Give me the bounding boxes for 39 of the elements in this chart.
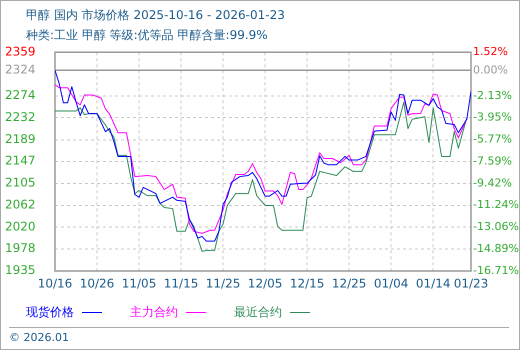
y2-tick-label: -14.89% [473, 242, 519, 256]
y-tick-label: 2147 [5, 154, 36, 168]
x-tick-label: 01/23 [454, 276, 488, 290]
y-tick-label: 2020 [5, 219, 36, 234]
y2-tick-label: 0.00% [473, 63, 508, 76]
x-tick-label: 12/25 [332, 276, 366, 290]
y-tick-label: 2105 [5, 175, 36, 190]
text: © 2026.01 [9, 331, 70, 344]
y-tick-label: 1978 [5, 240, 36, 255]
y2-tick-label: 1.52% [473, 45, 508, 58]
x-tick-label: 11/25 [206, 276, 240, 290]
y2-tick-label: -7.59% [473, 154, 512, 168]
y-tick-label: 2359 [5, 44, 36, 58]
y-tick-label: 2324 [5, 62, 36, 76]
y2-tick-label: -11.24% [473, 198, 519, 212]
legend-label: 主力合约 [130, 304, 178, 321]
x-tick-label: 10/16 [38, 276, 72, 290]
chart-title: 甲醇 国内 市场价格 2025-10-16 - 2026-01-23 [26, 7, 285, 24]
y2-tick-label: -2.13% [473, 88, 512, 102]
y2-tick-label: -9.42% [473, 176, 512, 190]
y2-tick-label: -3.95% [473, 110, 512, 124]
x-tick-label: 01/04 [374, 276, 408, 290]
y2-tick-label: -13.06% [473, 220, 519, 234]
x-tick-label: 12/05 [248, 276, 282, 290]
legend-label: 现货价格 [26, 304, 74, 321]
y2-tick-label: -16.71% [473, 264, 519, 277]
x-tick-label: 10/26 [80, 276, 114, 290]
chart-subtitle: 种类:工业 甲醇 等级:优等品 甲醇含量:99.9% [26, 27, 268, 44]
y-tick-label: 2189 [5, 132, 36, 146]
legend-label: 最近合约 [234, 304, 282, 321]
y-tick-label: 2274 [5, 88, 36, 102]
x-tick-label: 11/05 [122, 276, 156, 290]
y2-tick-label: -5.77% [473, 132, 512, 146]
y-tick-label: 2062 [5, 198, 36, 212]
x-tick-label: 12/15 [290, 276, 324, 290]
y-tick-label: 1935 [5, 263, 36, 278]
x-tick-label: 11/15 [164, 276, 198, 290]
x-tick-label: 01/14 [416, 276, 450, 290]
y-tick-label: 2232 [5, 110, 36, 124]
